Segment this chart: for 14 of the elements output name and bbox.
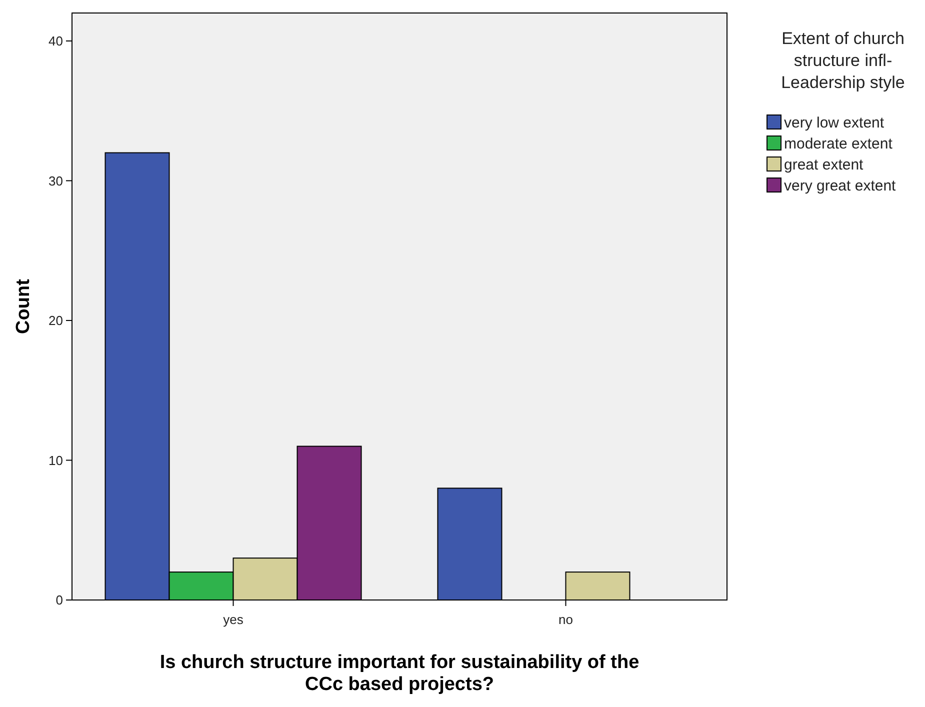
y-tick-label: 40 [48, 34, 63, 48]
legend-label: moderate extent [784, 135, 894, 152]
y-tick-label: 30 [48, 173, 63, 188]
legend-title: Extent of church structure infl- Leadership style [781, 29, 905, 92]
legend-label: very great extent [784, 177, 897, 194]
legend-label: great extent [784, 156, 864, 174]
y-tick-label: 0 [56, 592, 63, 608]
legend-label: very low extent [784, 114, 885, 132]
x-tick-label: yes [223, 612, 244, 627]
x-axis-title: Is church structure important for sustainability of the CCc based projects? [160, 652, 640, 695]
x-tick-label: no [558, 612, 573, 627]
y-axis-title: Count [13, 278, 34, 334]
y-tick-label: 10 [48, 452, 63, 468]
y-tick-label: 20 [48, 313, 63, 328]
